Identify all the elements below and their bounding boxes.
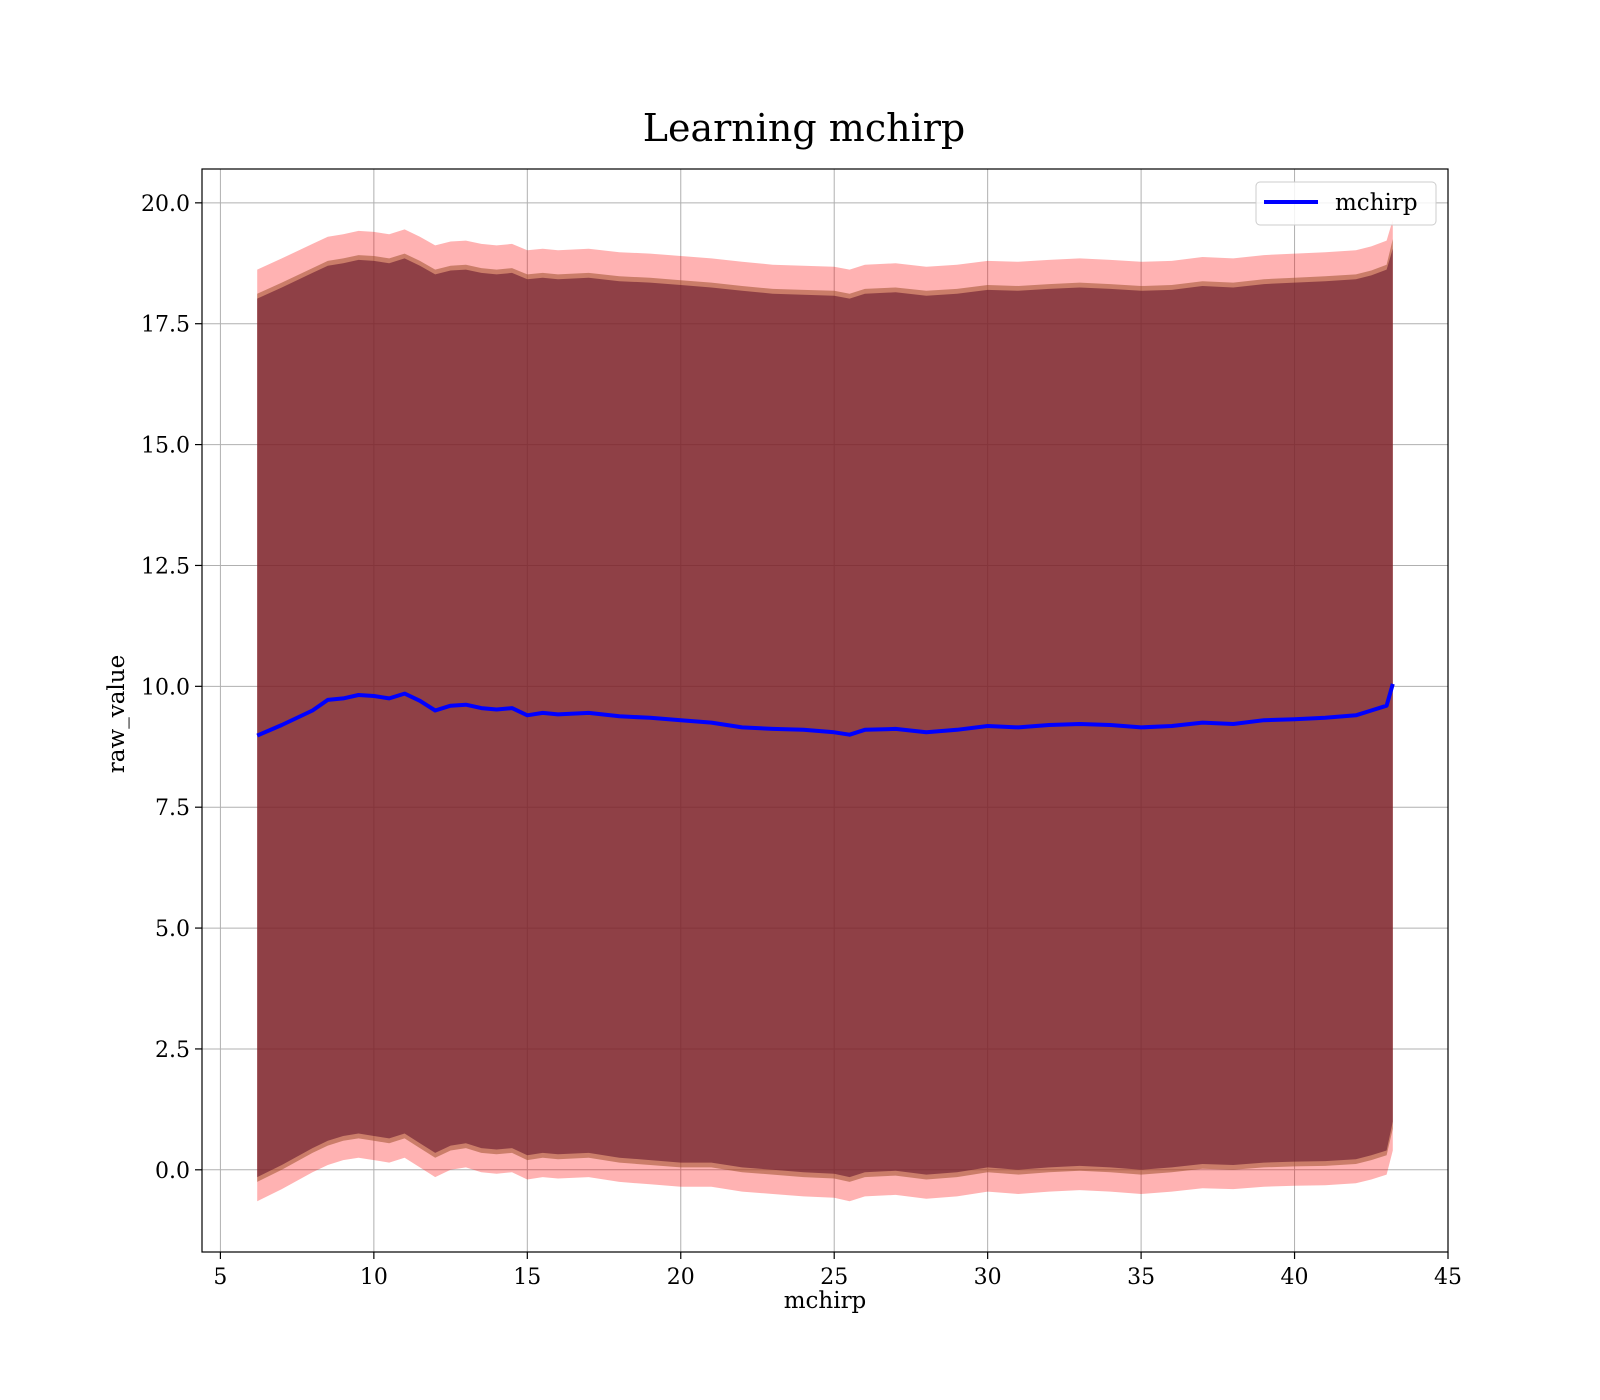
series-lines [256,683,1395,738]
x-tick-label: 40 [1281,1265,1309,1290]
y-tick-label: 0.0 [155,1159,190,1184]
y-tick-label: 10.0 [141,675,190,700]
legend: mchirp [1255,181,1437,226]
x-tick-label: 30 [974,1265,1002,1290]
x-tick-label: 10 [360,1265,388,1290]
chart-title: Learning mchirp [643,106,965,150]
legend-label-mchirp: mchirp [1335,190,1418,216]
x-tick-label: 35 [1127,1265,1155,1290]
x-tick-label: 5 [213,1265,227,1290]
y-tick-label: 5.0 [155,917,190,942]
x-tick-label: 25 [820,1265,848,1290]
x-axis-label: mchirp [784,1288,867,1314]
plot-frame [201,168,1449,1253]
y-tick-label: 17.5 [141,313,190,338]
bands [257,219,1393,1202]
x-tick-label: 20 [667,1265,695,1290]
inner-band [257,248,1393,1178]
y-tick-label: 2.5 [155,1038,190,1063]
y-axis: 0.0 2.5 5.0 7.5 10.0 12.5 15.0 17.5 20.0 [141,192,202,1184]
x-axis: 5 10 15 20 25 30 35 40 45 [213,1252,1462,1290]
y-tick-label: 15.0 [141,434,190,459]
y-tick-label: 20.0 [141,192,190,217]
y-tick-label: 7.5 [155,796,190,821]
legend-box [1255,181,1437,226]
series-line-mchirp [256,683,1395,738]
y-axis-label: raw_value [104,655,130,773]
x-tick-label: 15 [513,1265,541,1290]
x-tick-label: 45 [1434,1265,1462,1290]
y-tick-label: 12.5 [141,554,190,579]
